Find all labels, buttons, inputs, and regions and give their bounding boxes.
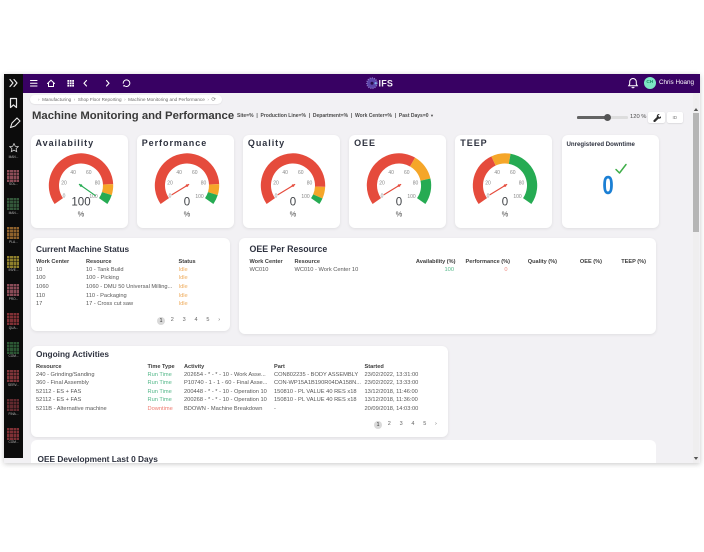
svg-text:%: % bbox=[183, 209, 190, 218]
svg-text:20: 20 bbox=[167, 180, 173, 186]
svg-text:0: 0 bbox=[487, 193, 490, 199]
svg-text:0: 0 bbox=[381, 193, 384, 199]
svg-text:60: 60 bbox=[86, 170, 92, 176]
svg-text:0: 0 bbox=[62, 193, 65, 199]
svg-text:%: % bbox=[502, 209, 509, 218]
svg-text:20: 20 bbox=[273, 180, 279, 186]
svg-text:60: 60 bbox=[404, 170, 410, 176]
svg-text:60: 60 bbox=[192, 170, 198, 176]
svg-text:60: 60 bbox=[510, 170, 516, 176]
svg-text:100: 100 bbox=[301, 194, 310, 200]
svg-text:0: 0 bbox=[502, 196, 508, 208]
svg-text:40: 40 bbox=[70, 170, 76, 176]
svg-text:40: 40 bbox=[282, 170, 288, 176]
svg-text:80: 80 bbox=[307, 180, 313, 186]
svg-text:0: 0 bbox=[396, 196, 402, 208]
svg-text:%: % bbox=[396, 209, 403, 218]
svg-text:40: 40 bbox=[176, 170, 182, 176]
svg-text:20: 20 bbox=[486, 180, 492, 186]
svg-text:0: 0 bbox=[290, 196, 296, 208]
svg-text:0: 0 bbox=[275, 193, 278, 199]
svg-text:IFS: IFS bbox=[379, 79, 394, 89]
svg-text:100: 100 bbox=[71, 196, 90, 208]
svg-text:80: 80 bbox=[519, 180, 525, 186]
svg-text:80: 80 bbox=[413, 180, 419, 186]
svg-text:100: 100 bbox=[407, 194, 416, 200]
svg-text:60: 60 bbox=[298, 170, 304, 176]
svg-text:40: 40 bbox=[389, 170, 395, 176]
svg-text:%: % bbox=[290, 209, 297, 218]
svg-text:0: 0 bbox=[168, 193, 171, 199]
svg-text:20: 20 bbox=[61, 180, 67, 186]
svg-text:100: 100 bbox=[89, 194, 98, 200]
svg-text:80: 80 bbox=[200, 180, 206, 186]
svg-text:100: 100 bbox=[514, 194, 523, 200]
svg-text:80: 80 bbox=[94, 180, 100, 186]
svg-text:40: 40 bbox=[495, 170, 501, 176]
svg-text:100: 100 bbox=[195, 194, 204, 200]
svg-text:%: % bbox=[77, 209, 84, 218]
svg-text:20: 20 bbox=[379, 180, 385, 186]
svg-text:0: 0 bbox=[183, 196, 189, 208]
